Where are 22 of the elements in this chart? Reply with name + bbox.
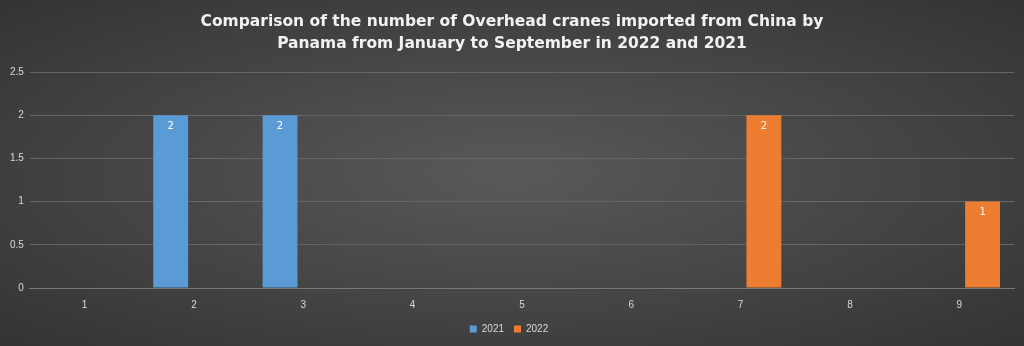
y-tick-label: 0.5 <box>10 238 25 250</box>
x-tick-label: 8 <box>847 298 854 310</box>
data-label: 2 <box>276 119 284 131</box>
x-tick-label: 5 <box>519 298 526 310</box>
data-label: 1 <box>979 206 986 218</box>
x-tick-label: 7 <box>737 298 744 310</box>
y-tick-label: 1.5 <box>10 152 25 164</box>
x-tick-label: 4 <box>409 298 416 310</box>
x-tick-label: 2 <box>191 298 198 310</box>
x-tick-label: 1 <box>81 298 88 310</box>
data-label: 2 <box>167 119 174 131</box>
legend-label: 2022 <box>526 322 549 334</box>
y-tick-label: 2 <box>18 108 25 120</box>
chart-title: Comparison of the number of Overhead cranes imported from China by Panama from January to September in 2022 and 2021 <box>199 11 825 54</box>
y-tick-label: 0 <box>18 281 25 293</box>
x-tick-label: 6 <box>628 298 635 310</box>
data-label: 2 <box>760 119 768 131</box>
x-tick-label: 3 <box>300 298 307 310</box>
x-tick-label: 9 <box>956 298 963 310</box>
legend-label: 2021 <box>481 322 505 334</box>
y-tick-label: 1 <box>18 195 25 207</box>
y-tick-label: 2.5 <box>10 65 25 77</box>
